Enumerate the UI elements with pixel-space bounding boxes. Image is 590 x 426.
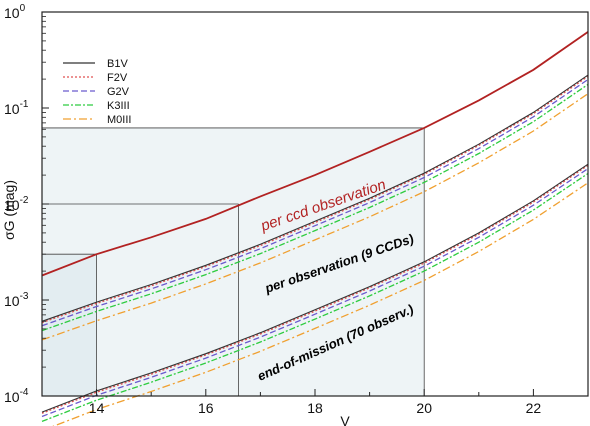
- y-axis-label: σG (mag): [1, 180, 17, 240]
- y-tick-exponent: 0: [20, 3, 26, 14]
- x-axis-label: V: [340, 413, 350, 426]
- end-of-mission-curve-k3iii: [41, 172, 589, 423]
- y-tick-exponent: -2: [20, 195, 29, 206]
- y-tick-exponent: -4: [20, 387, 29, 398]
- legend-label-m0iii: M0III: [107, 114, 131, 126]
- y-tick-exponent: -1: [20, 99, 29, 110]
- per-observation-curve-g2v: [41, 78, 589, 327]
- x-tick-label: 20: [416, 400, 432, 416]
- legend-label-b1v: B1V: [107, 58, 128, 70]
- per-ccd-curve: [41, 31, 589, 277]
- y-tick-label: 10-1: [4, 99, 29, 117]
- per-observation-curve-k3iii: [41, 83, 589, 332]
- per-observation-curve-f2v: [41, 75, 589, 324]
- x-tick-label: 18: [307, 400, 323, 416]
- end-of-mission-curve-g2v: [41, 168, 589, 418]
- end-of-mission-curve-f2v: [41, 164, 589, 414]
- legend-label-k3iii: K3III: [107, 100, 130, 112]
- y-tick-label: 100: [4, 3, 26, 21]
- y-tick-label: 10-4: [4, 387, 29, 405]
- y-tick-label: 10-3: [4, 291, 29, 309]
- per-observation-curve-m0iii: [41, 93, 589, 341]
- shade-bright: [42, 254, 97, 396]
- legend: B1V F2V G2V K3III M0III: [63, 58, 131, 126]
- highlight-shade: [42, 127, 425, 397]
- x-tick-label: 14: [89, 400, 105, 416]
- end-of-mission-curve-m0iii: [52, 182, 589, 426]
- per-observation-curve-b1v: [41, 74, 589, 322]
- x-axis-ticks: 14 16 18 20 22: [41, 389, 589, 416]
- shade-main: [42, 127, 425, 397]
- y-tick-exponent: -3: [20, 291, 29, 302]
- x-tick-label: 16: [198, 400, 214, 416]
- x-tick-label: 22: [526, 400, 542, 416]
- legend-label-g2v: G2V: [107, 86, 130, 98]
- curves: [41, 31, 589, 426]
- end-of-mission-curve-b1v: [41, 163, 589, 413]
- legend-label-f2v: F2V: [107, 72, 128, 84]
